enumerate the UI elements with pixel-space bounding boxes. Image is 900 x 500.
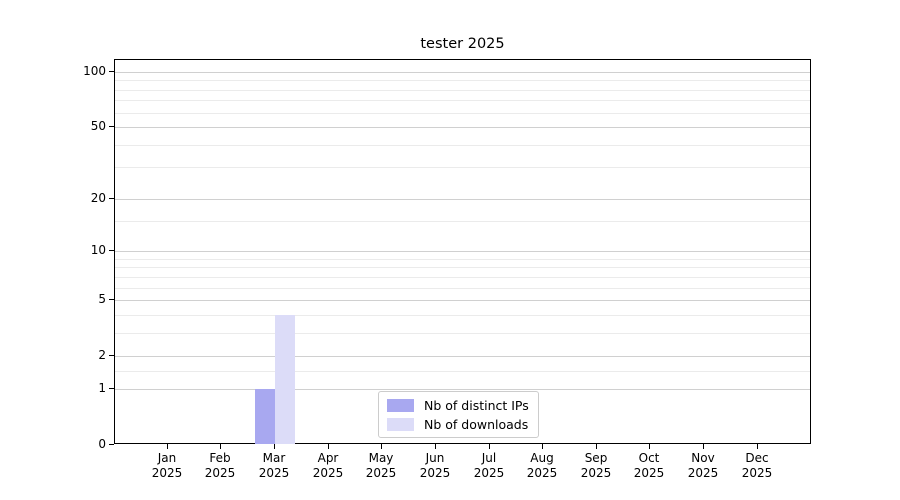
minor-gridline [115,100,810,101]
x-tick-label-oct: Oct 2025 [633,451,665,480]
minor-gridline [115,90,810,91]
minor-gridline [115,315,810,316]
y-tick-label: 0 [98,437,106,451]
x-tick-mark [274,444,275,449]
legend-item-distinct-ips: Nb of distinct IPs [387,397,529,413]
y-tick-label: 50 [90,119,106,133]
legend: Nb of distinct IPs Nb of downloads [378,391,539,438]
major-gridline [115,251,810,252]
minor-gridline [115,288,810,289]
minor-gridline [115,259,810,260]
x-tick-mark [649,444,650,449]
x-tick-label-may: May 2025 [365,451,397,480]
major-gridline [115,72,810,73]
y-tick-label: 10 [90,243,106,257]
x-tick-mark [596,444,597,449]
minor-gridline [115,267,810,268]
x-tick-mark [542,444,543,449]
minor-gridline [115,145,810,146]
y-tick-mark [109,198,114,199]
minor-gridline [115,113,810,114]
x-tick-mark [757,444,758,449]
y-tick-mark [109,355,114,356]
x-tick-mark [489,444,490,449]
minor-gridline [115,277,810,278]
plot-area [114,59,811,444]
y-tick-label: 5 [98,292,106,306]
x-tick-label-aug: Aug 2025 [526,451,558,480]
major-gridline [115,127,810,128]
x-tick-label-jul: Jul 2025 [473,451,505,480]
legend-label-downloads: Nb of downloads [424,416,529,432]
legend-label-distinct-ips: Nb of distinct IPs [424,397,529,413]
chart-title: tester 2025 [420,36,505,52]
y-tick-mark [109,250,114,251]
x-tick-mark [328,444,329,449]
y-tick-label: 2 [98,348,106,362]
y-tick-mark [109,299,114,300]
minor-gridline [115,167,810,168]
y-tick-label: 20 [90,191,106,205]
x-tick-mark [703,444,704,449]
x-tick-label-jan: Jan 2025 [151,451,183,480]
minor-gridline [115,371,810,372]
x-tick-mark [435,444,436,449]
y-tick-mark [109,71,114,72]
bar-distinct-ips-mar [255,389,275,444]
x-tick-label-apr: Apr 2025 [312,451,344,480]
x-tick-mark [381,444,382,449]
x-tick-label-sep: Sep 2025 [580,451,612,480]
minor-gridline [115,221,810,222]
major-gridline [115,199,810,200]
major-gridline [115,300,810,301]
x-tick-label-feb: Feb 2025 [204,451,236,480]
y-tick-label: 100 [83,64,106,78]
y-tick-mark [109,444,114,445]
major-gridline [115,389,810,390]
legend-swatch-downloads [387,417,414,431]
legend-item-downloads: Nb of downloads [387,416,529,432]
y-tick-label: 1 [98,381,106,395]
x-tick-label-jun: Jun 2025 [419,451,451,480]
y-tick-mark [109,388,114,389]
x-tick-mark [167,444,168,449]
minor-gridline [115,80,810,81]
x-tick-label-mar: Mar 2025 [258,451,290,480]
x-tick-label-nov: Nov 2025 [687,451,719,480]
bar-downloads-mar [275,315,295,444]
y-tick-mark [109,126,114,127]
x-tick-mark [220,444,221,449]
major-gridline [115,356,810,357]
x-tick-label-dec: Dec 2025 [741,451,773,480]
minor-gridline [115,333,810,334]
legend-swatch-distinct-ips [387,398,414,412]
